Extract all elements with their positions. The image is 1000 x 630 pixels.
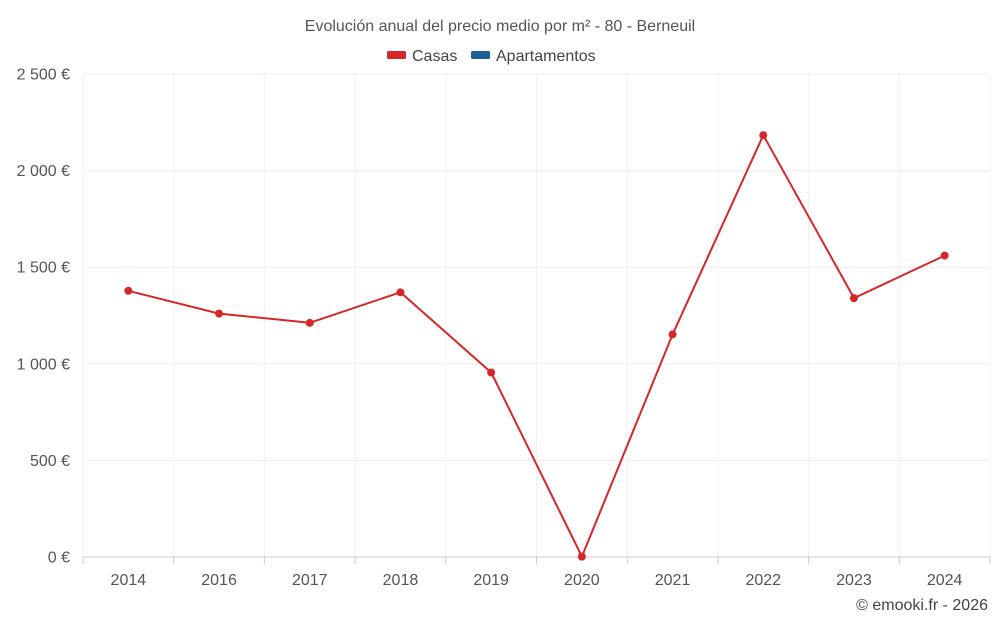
credit-text: © emooki.fr - 2026	[856, 597, 988, 614]
x-tick-label: 2014	[111, 572, 147, 589]
x-tick-label: 2022	[745, 572, 781, 589]
data-point-2017	[305, 318, 314, 327]
legend: Casas Apartamentos	[387, 48, 596, 65]
series-line-1	[128, 134, 946, 558]
data-point-2024	[940, 251, 949, 260]
data-point-2020	[577, 552, 586, 561]
x-tick-label: 2021	[655, 572, 691, 589]
y-tick-label: 2 500 €	[17, 67, 70, 84]
grid	[82, 73, 991, 557]
x-tick-label: 2018	[383, 572, 419, 589]
y-tick-label: 2 000 €	[17, 163, 70, 180]
x-tick-label: 2020	[564, 572, 600, 589]
y-tick-label: 1 500 €	[17, 260, 70, 277]
x-tick-label: 2023	[836, 572, 872, 589]
data-point-2023	[849, 294, 858, 303]
x-tick-label: 2024	[927, 572, 963, 589]
x-axis: 2014 2016 2017 2018 2019 2020 2021 2022 2023 2024	[82, 556, 991, 589]
data-point-2018	[396, 288, 405, 297]
data-point-2019	[487, 368, 496, 377]
x-tick-label: 2016	[201, 572, 237, 589]
legend-swatch-1	[387, 51, 406, 59]
data-point-2014	[124, 286, 133, 295]
y-axis: 0 € 500 € 1 000 € 1 500 € 2 000 € 2 500 €	[17, 67, 70, 567]
y-tick-label: 0 €	[48, 550, 70, 567]
y-tick-label: 1 000 €	[17, 356, 70, 373]
series-layer	[124, 131, 949, 561]
data-point-2016	[215, 309, 224, 318]
data-point-2022	[759, 131, 768, 140]
data-point-2021	[668, 330, 677, 339]
x-tick-label: 2017	[292, 572, 328, 589]
legend-label-1: Casas	[412, 48, 457, 65]
y-tick-label: 500 €	[30, 453, 70, 470]
legend-swatch-2	[471, 51, 490, 59]
chart-title: Evolución anual del precio medio por m² …	[305, 18, 695, 35]
legend-label-2: Apartamentos	[496, 48, 596, 65]
x-tick-label: 2019	[473, 572, 509, 589]
